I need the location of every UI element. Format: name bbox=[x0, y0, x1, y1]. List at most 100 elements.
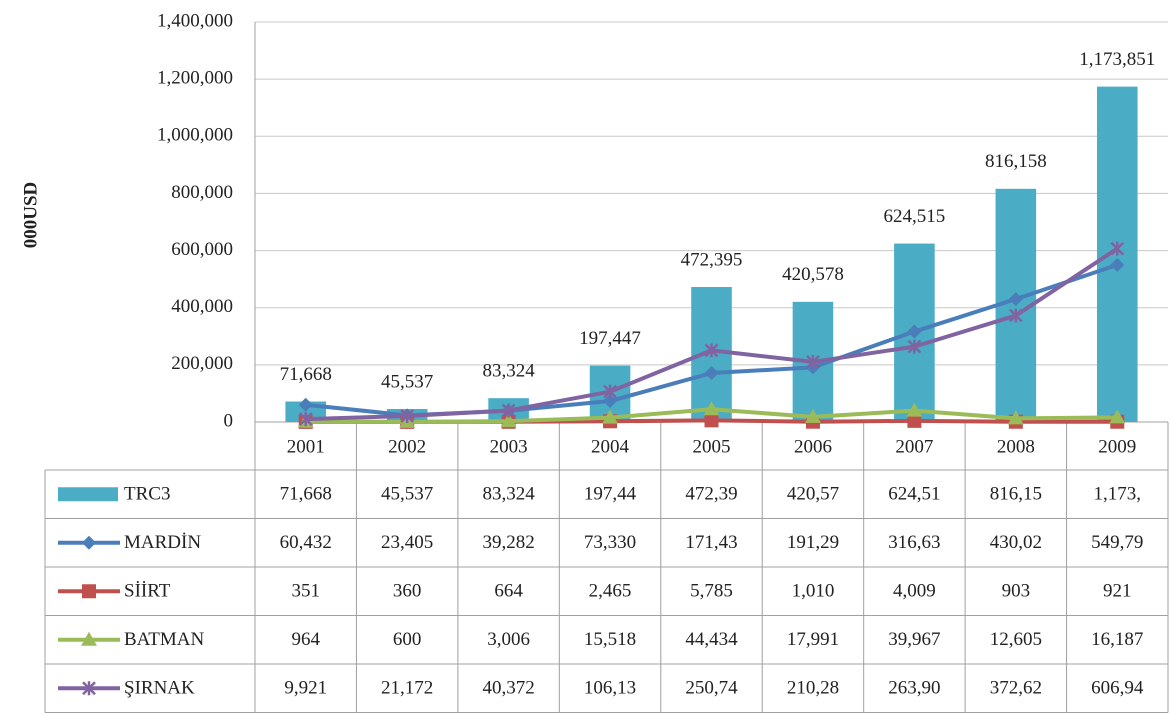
legend-marker bbox=[82, 535, 96, 550]
table-cell: 171,43 bbox=[685, 532, 737, 553]
marker bbox=[906, 402, 923, 417]
table-cell: 15,518 bbox=[584, 629, 636, 650]
data-label: 472,395 bbox=[681, 249, 743, 270]
marker bbox=[804, 408, 821, 423]
marker bbox=[501, 403, 516, 418]
table-cell: 16,187 bbox=[1091, 629, 1143, 650]
table-cell: 664 bbox=[494, 581, 523, 602]
legend-label: BATMAN bbox=[124, 629, 205, 650]
x-tick-label: 2007 bbox=[895, 436, 933, 457]
x-tick-label: 2003 bbox=[490, 436, 528, 457]
table-cell: 430,02 bbox=[990, 532, 1042, 553]
marker bbox=[1110, 257, 1125, 272]
marker bbox=[907, 339, 922, 354]
table-cell: 44,434 bbox=[685, 629, 738, 650]
table-cell: 23,405 bbox=[381, 532, 433, 553]
table-cell: 420,57 bbox=[787, 484, 839, 505]
table-cell: 360 bbox=[393, 581, 422, 602]
marker bbox=[603, 394, 618, 409]
marker bbox=[704, 366, 719, 381]
table-cell: 351 bbox=[291, 581, 320, 602]
table-cell: 60,432 bbox=[280, 532, 332, 553]
data-label: 197,447 bbox=[579, 328, 641, 349]
x-tick-label: 2004 bbox=[591, 436, 630, 457]
x-tick-label: 2002 bbox=[388, 436, 426, 457]
table-cell: 39,282 bbox=[482, 532, 534, 553]
marker bbox=[1110, 241, 1125, 256]
table-cell: 71,668 bbox=[280, 484, 332, 505]
table-cell: 191,29 bbox=[787, 532, 839, 553]
table-cell: 372,62 bbox=[990, 678, 1042, 699]
legend-marker bbox=[82, 681, 96, 696]
y-axis-title: 000USD bbox=[20, 182, 41, 249]
table-cell: 316,63 bbox=[888, 532, 940, 553]
x-tick-label: 2005 bbox=[693, 436, 731, 457]
y-tick-label: 400,000 bbox=[171, 296, 233, 317]
legend-label: TRC3 bbox=[124, 484, 170, 505]
marker bbox=[298, 412, 313, 427]
marker bbox=[806, 354, 820, 369]
marker bbox=[1008, 292, 1023, 307]
table-cell: 12,605 bbox=[990, 629, 1042, 650]
marker bbox=[602, 409, 619, 424]
table-cell: 17,991 bbox=[787, 629, 839, 650]
marker bbox=[704, 413, 719, 428]
marker bbox=[400, 408, 415, 423]
marker bbox=[703, 401, 720, 416]
table-cell: 45,537 bbox=[381, 484, 433, 505]
table-cell: 921 bbox=[1103, 581, 1132, 602]
y-tick-label: 1,200,000 bbox=[157, 68, 233, 89]
table-cell: 903 bbox=[1002, 581, 1031, 602]
table-cell: 210,28 bbox=[787, 678, 839, 699]
data-label: 71,668 bbox=[280, 364, 332, 385]
table-cell: 1,010 bbox=[792, 581, 835, 602]
legend-swatch bbox=[58, 487, 118, 502]
y-tick-label: 200,000 bbox=[171, 353, 233, 374]
legend-marker bbox=[82, 584, 96, 599]
legend-label: MARDİN bbox=[124, 532, 201, 553]
x-tick-label: 2001 bbox=[287, 436, 325, 457]
y-tick-label: 600,000 bbox=[171, 239, 233, 260]
table-cell: 106,13 bbox=[584, 678, 636, 699]
x-tick-label: 2006 bbox=[794, 436, 832, 457]
y-tick-label: 1,400,000 bbox=[157, 10, 233, 31]
y-tick-label: 0 bbox=[224, 410, 234, 431]
data-label: 1,173,851 bbox=[1079, 49, 1155, 70]
table-cell: 1,173, bbox=[1094, 484, 1142, 505]
table-cell: 83,324 bbox=[482, 484, 535, 505]
table-cell: 606,94 bbox=[1091, 678, 1144, 699]
table-cell: 250,74 bbox=[685, 678, 738, 699]
data-label: 816,158 bbox=[985, 151, 1047, 172]
table-cell: 4,009 bbox=[893, 581, 936, 602]
table-cell: 2,465 bbox=[589, 581, 632, 602]
table-cell: 73,330 bbox=[584, 532, 636, 553]
table-cell: 600 bbox=[393, 629, 422, 650]
table-cell: 5,785 bbox=[690, 581, 733, 602]
table-cell: 39,967 bbox=[888, 629, 940, 650]
table-cell: 197,44 bbox=[584, 484, 637, 505]
y-tick-label: 1,000,000 bbox=[157, 125, 233, 146]
table-cell: 816,15 bbox=[990, 484, 1042, 505]
legend-marker bbox=[81, 631, 97, 646]
table-cell: 3,006 bbox=[487, 629, 530, 650]
marker bbox=[704, 343, 719, 358]
table-cell: 549,79 bbox=[1091, 532, 1143, 553]
marker bbox=[1109, 409, 1126, 424]
table-cell: 624,51 bbox=[888, 484, 940, 505]
table-cell: 9,921 bbox=[284, 678, 327, 699]
marker bbox=[1007, 410, 1024, 425]
marker bbox=[1008, 308, 1023, 323]
data-label: 624,515 bbox=[884, 206, 946, 227]
table-cell: 964 bbox=[291, 629, 320, 650]
marker bbox=[907, 324, 922, 339]
marker bbox=[500, 413, 517, 428]
legend-label: ŞIRNAK bbox=[124, 678, 195, 699]
data-label: 45,537 bbox=[381, 371, 433, 392]
table-cell: 263,90 bbox=[888, 678, 940, 699]
x-tick-label: 2008 bbox=[997, 436, 1035, 457]
x-tick-label: 2009 bbox=[1098, 436, 1136, 457]
table-cell: 472,39 bbox=[685, 484, 737, 505]
marker bbox=[907, 413, 922, 428]
